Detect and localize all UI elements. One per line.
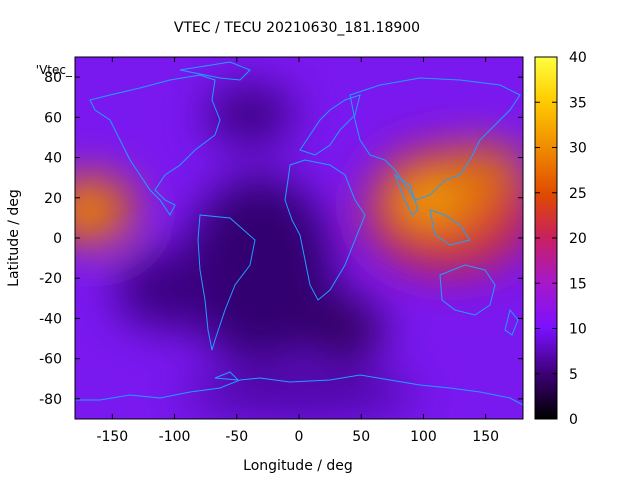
x-tick-label: -100 (159, 429, 191, 445)
colorbar-tick-label: 40 (569, 50, 587, 66)
colorbar-ticks: 0 5 10 15 20 25 30 35 40 (535, 50, 587, 428)
x-tick-label: -150 (96, 429, 128, 445)
y-tick-label: -40 (39, 311, 62, 327)
x-tick-label: 0 (295, 429, 304, 445)
colorbar-tick-label: 15 (569, 276, 587, 292)
x-tick-label: 50 (352, 429, 370, 445)
colorbar-tick-label: 10 (569, 322, 587, 338)
y-tick-label: 80 (44, 70, 62, 86)
chart-title: VTEC / TECU 20210630_181.18900 (174, 20, 420, 36)
colorbar-tick-label: 0 (569, 412, 578, 428)
y-tick-label: 60 (44, 110, 62, 126)
y-tick-label: 40 (44, 151, 62, 167)
series-label: 'Vtec_ (36, 63, 73, 77)
colorbar-tick-label: 20 (569, 231, 587, 247)
y-tick-label: 0 (53, 231, 62, 247)
colorbar-tick-label: 30 (569, 141, 587, 157)
y-tick-label: -80 (39, 392, 62, 408)
colorbar-tick-label: 35 (569, 95, 587, 111)
y-tick-label: -20 (39, 271, 62, 287)
colorbar-tick-label: 25 (569, 186, 587, 202)
x-tick-label: -50 (225, 429, 248, 445)
vtec-heatmap (75, 57, 523, 419)
y-axis-title: Latitude / deg (6, 189, 22, 287)
coastlines (75, 61, 523, 406)
x-tick-label: 100 (410, 429, 437, 445)
y-axis-ticks: -80 -60 -40 -20 0 20 40 60 80 (39, 70, 523, 408)
colorbar-tick-label: 5 (569, 367, 578, 383)
x-tick-label: 150 (472, 429, 499, 445)
x-axis-title: Longitude / deg (243, 458, 353, 474)
x-axis-ticks: -150 -100 -50 0 50 100 150 (96, 57, 499, 445)
y-tick-label: -60 (39, 352, 62, 368)
y-tick-label: 20 (44, 191, 62, 207)
